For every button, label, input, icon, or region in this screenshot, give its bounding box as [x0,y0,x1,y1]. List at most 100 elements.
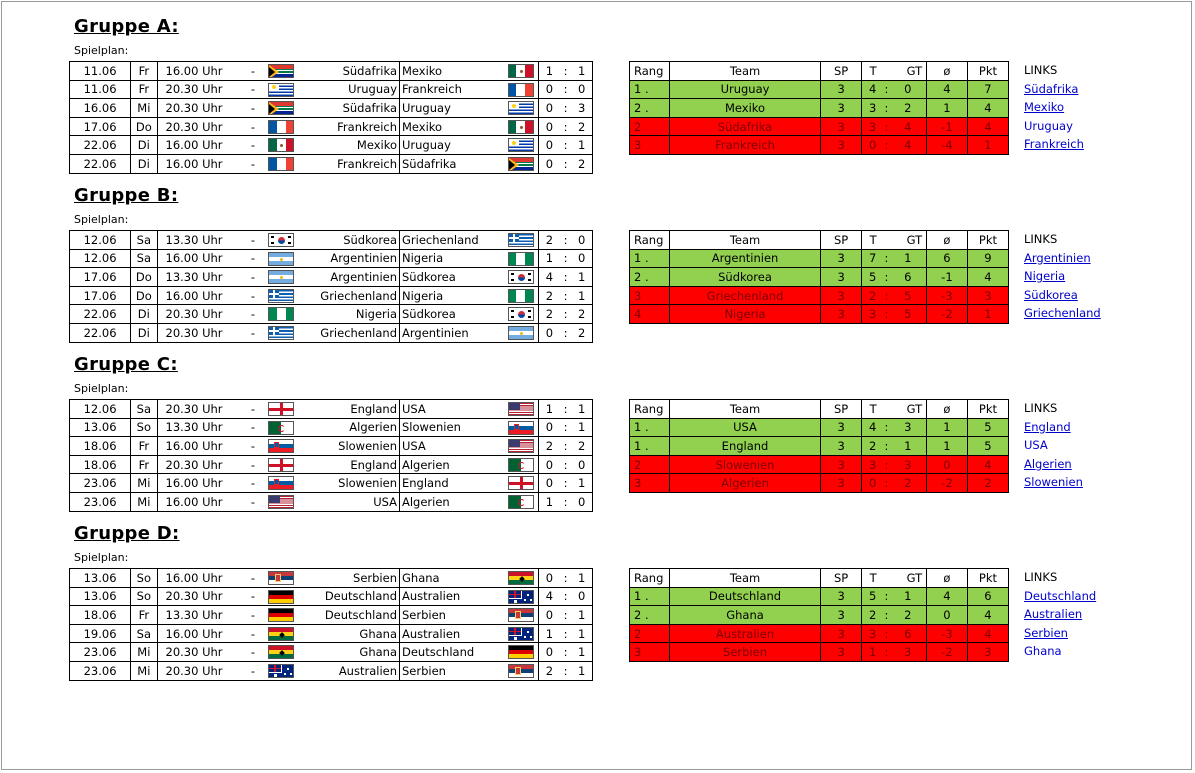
match-dash: - [241,473,265,493]
match-day: Sa [130,399,158,419]
match-date: 16.06 [69,98,132,118]
away-team: Algerien [402,494,450,509]
team-link[interactable]: England [1024,419,1071,434]
header-t-gt: T GT [861,399,927,419]
header-t: T [869,63,877,78]
away-score: 3 [571,98,593,118]
away-flag-cell [502,323,540,343]
away-team: Griechenland [399,230,503,250]
away-score: 1 [578,663,586,678]
goals-against: 0 [889,79,927,100]
away-score: 1 [571,624,593,644]
points: 3 [966,285,1010,306]
algeria-flag-icon [268,420,295,435]
standings-row: 3 Griechenland 3 2:5 -3 3 [629,285,1010,306]
away-team: Frankreich [399,80,503,100]
match-row: 23.06 Mi 16.00 Uhr - Slowenien England 0:1 [69,473,593,493]
team-link[interactable]: Slowenien [1024,475,1083,490]
goals-against: 1 [889,436,927,456]
match-date: 13.06 [69,418,132,438]
argentina-flag-icon [268,251,295,266]
away-flag-cell [502,154,540,174]
team-link[interactable]: Deutschland [1024,588,1097,603]
rank: 2 . [629,605,670,625]
home-team: England [298,455,401,475]
home-flag-cell [264,624,299,644]
match-date: 19.06 [69,624,132,644]
home-score: 2 [538,286,560,306]
team-link[interactable]: Uruguay [1024,118,1073,133]
header-rang: Rang [629,230,670,250]
team-link[interactable]: Frankreich [1024,137,1084,152]
schedule-label: Spielplan: [74,213,129,226]
match-day: Di [130,323,158,343]
team-name: Argentinien [668,248,822,269]
points: 1 [966,135,1010,155]
team-link[interactable]: Serbien [1024,625,1068,640]
goals-separator: : [883,642,890,662]
header-gt: GT [906,401,923,416]
points: 7 [966,79,1010,100]
standings-row: 4 Nigeria 3 3:5 -2 1 [629,304,1010,324]
match-day: Do [130,267,158,287]
home-flag-cell [264,230,299,250]
match-row: 18.06 Fr 13.30 Uhr - Deutschland Serbien 0:1 [69,605,593,625]
team-link[interactable]: Mexiko [1024,100,1065,115]
away-flag-cell [502,399,540,419]
standings-row: 2 Slowenien 3 3:3 0 4 [629,454,1010,475]
match-time: 20.30 Uhr [165,663,223,678]
schedule-label: Spielplan: [74,551,129,564]
goals-separator: : [883,454,890,475]
away-score: 0 [571,455,593,475]
match-row: 16.06 Mi 20.30 Uhr - Südafrika Uruguay 0:3 [69,98,593,118]
match-dash: - [241,587,265,607]
away-score: 2 [578,325,586,340]
team-link[interactable]: Nigeria [1024,269,1066,284]
goals-for: 4 [861,417,884,438]
standings-header-row: Rang Team SP T GT ø Pkt [629,230,1010,250]
home-score: 1 [545,494,554,509]
away-flag-cell [502,587,540,607]
match-dash: - [241,230,265,250]
goals-against: 2 [889,98,927,118]
links-panel: LINKS Deutschland Australien Serbien Ghana [1024,568,1144,661]
home-team: Griechenland [298,286,401,306]
team-link[interactable]: Griechenland [1024,306,1101,321]
goals-for: 5 [861,267,884,287]
away-team: Südkorea [399,304,503,324]
match-time: 16.00 Uhr [157,61,242,81]
match-date: 22.06 [69,304,132,324]
home-flag-cell [264,304,299,324]
games-played: 3 [820,135,863,155]
score-separator: : [559,568,572,588]
home-score: 0 [538,80,560,100]
ghana-flag-icon [507,571,534,586]
match-date: 23.06 [69,492,132,512]
away-team: Australien [399,624,503,644]
team-link[interactable]: USA [1024,438,1048,453]
standings-row: 1 . Uruguay 3 4:0 4 7 [629,79,1010,100]
points: 4 [966,605,1010,625]
away-score: 1 [571,642,593,662]
match-time: 16.00 Uhr [165,156,223,171]
games-played: 3 [820,642,863,662]
team-link[interactable]: Algerien [1024,456,1072,471]
germany-flag-icon [507,645,534,660]
goal-difference: 4 [925,79,968,100]
goals-against: 3 [889,642,927,662]
match-row: 13.06 So 13.30 Uhr - Algerien Slowenien 0:1 [69,418,593,438]
team-link[interactable]: Australien [1024,607,1083,622]
away-score: 0 [571,230,593,250]
rank: 1 . [629,79,670,100]
games-played: 3 [820,267,863,287]
header-diff: ø [925,399,968,419]
match-date: 17.06 [69,286,132,306]
team-link[interactable]: Argentinien [1024,250,1091,265]
links-header: LINKS [1024,232,1058,246]
schedule-label: Spielplan: [74,382,129,395]
team-link[interactable]: Südafrika [1024,81,1079,96]
goal-difference: 1 [925,417,968,438]
team-link[interactable]: Ghana [1024,644,1062,659]
match-time: 16.00 Uhr [157,135,242,155]
team-link[interactable]: Südkorea [1024,287,1078,302]
